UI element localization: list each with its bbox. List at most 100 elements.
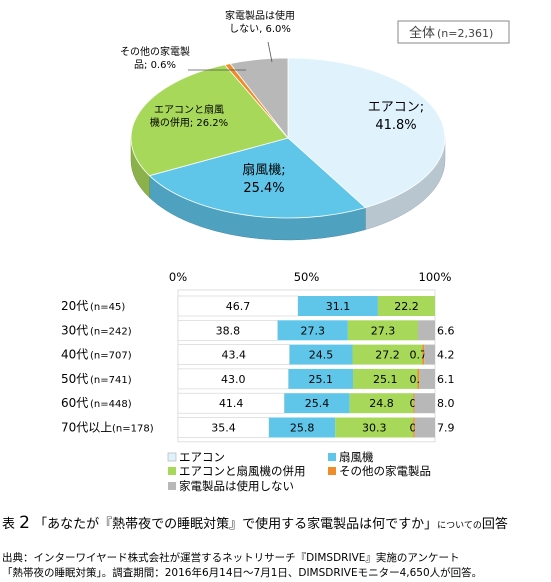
caption-number: 2 [19,513,30,533]
stacked-bar-chart: 0% 50% 100% 20代 (n=45) 46.7 31.1 22.2 30代 (n=242)… [61,270,455,443]
pie-label-0-line-0: エアコン; [368,100,424,115]
pie-label-0-line-1: 41.8% [375,118,416,133]
data-label-3-1: 25.1 [309,373,334,386]
data-label-1-0: 38.8 [216,324,241,337]
data-label-5-0: 35.4 [211,422,236,435]
bar-5-series-1 [268,417,336,438]
source-note: 出典：インターワイヤード株式会社が運営するネットリサーチ『DIMSDRIVE』実… [2,551,551,581]
pie-label-2-line-1: 機の併用; 26.2% [150,116,228,129]
bar-4-series-1 [284,393,350,414]
data-label-2-3: 0.7 [410,349,428,362]
pie-label-4-line-0: 家電製品は使用 [225,9,295,22]
data-label-0-1: 31.1 [326,300,351,313]
data-label-4-0: 41.4 [219,397,244,410]
bar-2-series-2 [352,344,423,365]
category-n-2: (n=707) [90,351,132,362]
bar-3-series-4 [419,368,435,389]
caption-small: についての [437,521,482,531]
category-label-4: 60代 [61,396,88,410]
bar-2-series-1 [289,344,353,365]
legend-label-2: エアコンと扇風機の併用 [179,464,306,478]
bar-4-series-2 [349,393,414,414]
data-label-4-4: 8.0 [437,397,455,410]
legend-label-0: エアコン [179,450,225,464]
data-label-4-2: 24.8 [369,397,394,410]
legend-label-4: 家電製品は使用しない [179,479,294,493]
legend-swatch-0 [167,452,177,462]
legend-label-1: 扇風機 [339,450,374,464]
bar-5-series-2 [335,417,414,438]
bar-0-series-2 [377,296,435,316]
x-tick-label-1: 50% [294,270,320,284]
total-badge-n: (n=2,361) [437,27,493,40]
caption-prefix: 表 [2,517,16,532]
x-tick-label-2: 100% [419,270,452,284]
bar-2-series-4 [424,344,435,365]
category-label-3: 50代 [61,372,88,386]
data-label-2-4: 4.2 [437,349,455,362]
pie-label-1-line-1: 25.4% [243,181,284,196]
bar-5-series-4 [414,417,435,438]
data-label-2-2: 27.2 [375,349,400,362]
data-label-1-2: 27.3 [371,324,396,337]
data-label-2-0: 43.4 [222,349,247,362]
bar-3-series-2 [353,368,418,389]
table-caption: 表 2 「あなたが『熱帯夜での睡眠対策』で使用する家電製品は何ですか」についての… [2,513,551,533]
legend-swatch-3 [328,467,336,475]
category-n-0: (n=45) [90,302,125,313]
bar-3-series-1 [288,368,354,389]
plot-frame [177,289,436,443]
bar-3-series-3 [417,368,420,389]
x-tick-label-0: 0% [169,270,187,284]
category-n-5: (n=178) [112,424,154,435]
pie-slice-0 [287,57,446,209]
leader-line-none [267,41,273,63]
caption-tail: 回答 [481,517,508,532]
pie-slice-1 [148,137,367,219]
category-n-1: (n=242) [90,326,132,337]
caption-main: 「あなたが『熱帯夜での睡眠対策』で使用する家電製品は何ですか」 [34,517,438,532]
data-label-3-2: 25.1 [373,373,398,386]
total-badge-label: 全体 [409,25,435,41]
pie-chart [130,57,446,241]
data-label-1-4: 6.6 [437,324,455,337]
pie-labels: エアコン; 41.8% 扇風機; 25.4% エアコンと扇風機の併用; 26.2% その他… [120,9,424,196]
data-label-0-2: 22.2 [394,300,419,313]
source-line-2: 「熱帯夜の睡眠対策」。調査期間：2016年6月14日～7月1日、DIMSDRIV… [2,567,483,579]
pie-label-3-line-1: 品; 0.6% [134,59,176,71]
bar-2-series-3 [422,344,425,365]
bar-0-series-0 [177,295,299,317]
pie-slice-2 [130,64,289,177]
data-label-5-4: 7.9 [437,422,455,435]
data-label-3-0: 43.0 [221,373,246,386]
source-line-1: 出典：インターワイヤード株式会社が運営するネットリサーチ『DIMSDRIVE』実… [2,552,460,564]
chart-canvas: 全体 (n=2,361) エアコン; 41.8% 扇風機; 25.4% エアコンと扇風機… [61,9,510,493]
bar-1-series-1 [277,320,348,341]
data-label-1-1: 27.3 [301,324,326,337]
category-label-2: 40代 [61,348,88,362]
legend-swatch-1 [328,453,336,461]
legend-label-3: その他の家電製品 [339,464,431,478]
category-label-0: 20代 [61,299,88,313]
total-badge: 全体 (n=2,361) [397,20,510,44]
category-label-1: 30代 [61,323,88,337]
pie-label-3-line-0: その他の家電製 [120,45,190,58]
category-n-3: (n=741) [90,375,132,386]
pie-label-4-line-1: しない, 6.0% [229,23,291,35]
pie-label-2-line-0: エアコンと扇風 [154,103,224,116]
legend-swatch-2 [168,467,176,475]
bar-5-series-3 [413,417,415,438]
bar-4-series-3 [413,393,415,414]
data-label-4-1: 25.4 [305,397,330,410]
bar-4-series-4 [414,393,435,414]
data-label-5-1: 25.8 [290,422,315,435]
category-n-4: (n=448) [90,399,132,410]
pie-label-1-line-0: 扇風機; [242,162,285,178]
data-label-5-2: 30.3 [362,422,387,435]
data-label-0-0: 46.7 [226,300,251,313]
bar-1-series-4 [418,320,435,341]
bar-0-series-1 [298,296,378,316]
data-label-2-1: 24.5 [309,349,334,362]
legend-swatch-4 [168,482,176,490]
